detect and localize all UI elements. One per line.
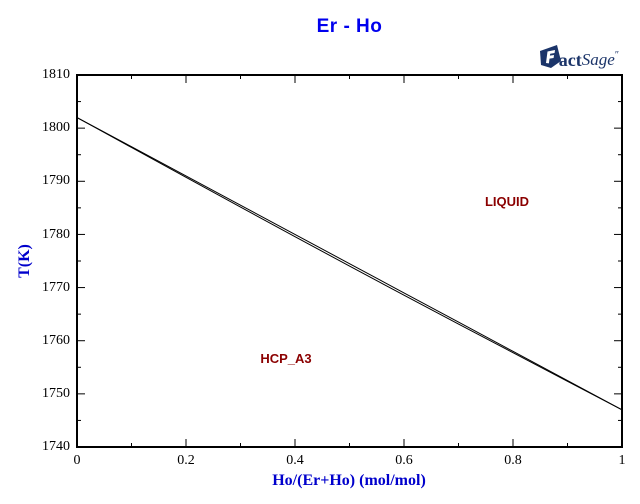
x-tick-label: 0.4 bbox=[286, 453, 304, 468]
x-axis-title: Ho/(Er+Ho) (mol/mol) bbox=[272, 472, 426, 489]
y-tick-label: 1760 bbox=[42, 333, 70, 348]
logo-trademark: ″ bbox=[614, 50, 619, 61]
x-tick-label: 1 bbox=[618, 453, 626, 468]
solidus-curve bbox=[76, 117, 623, 411]
y-tick-label: 1740 bbox=[42, 439, 70, 454]
x-tick-label: 0 bbox=[73, 453, 81, 468]
y-tick-label: 1800 bbox=[42, 120, 70, 135]
y-tick-label: 1780 bbox=[42, 227, 70, 242]
logo-text-sage: Sage bbox=[581, 50, 615, 69]
region-label-liquid: LIQUID bbox=[484, 194, 530, 209]
plot-frame bbox=[76, 74, 623, 448]
y-tick-label: 1750 bbox=[42, 386, 70, 401]
factsage-logo: act Sage ″ bbox=[537, 43, 619, 69]
x-tick-label: 0.8 bbox=[504, 453, 522, 468]
logo-text-fact: act bbox=[558, 50, 582, 70]
y-tick-label: 1770 bbox=[42, 280, 70, 295]
y-tick-label: 1790 bbox=[42, 173, 70, 188]
region-label-hcp-a3: HCP_A3 bbox=[260, 351, 312, 366]
chart-title: Er - Ho bbox=[316, 16, 383, 37]
phase-boundary-curves bbox=[76, 117, 623, 411]
y-tick-label: 1810 bbox=[42, 67, 70, 82]
liquidus-curve bbox=[76, 117, 623, 411]
axis-ticks bbox=[76, 74, 623, 448]
x-tick-label: 0.2 bbox=[177, 453, 195, 468]
x-tick-label: 0.6 bbox=[395, 453, 413, 468]
y-axis-title: T(K) bbox=[16, 244, 33, 278]
factsage-logo-icon bbox=[537, 43, 563, 69]
